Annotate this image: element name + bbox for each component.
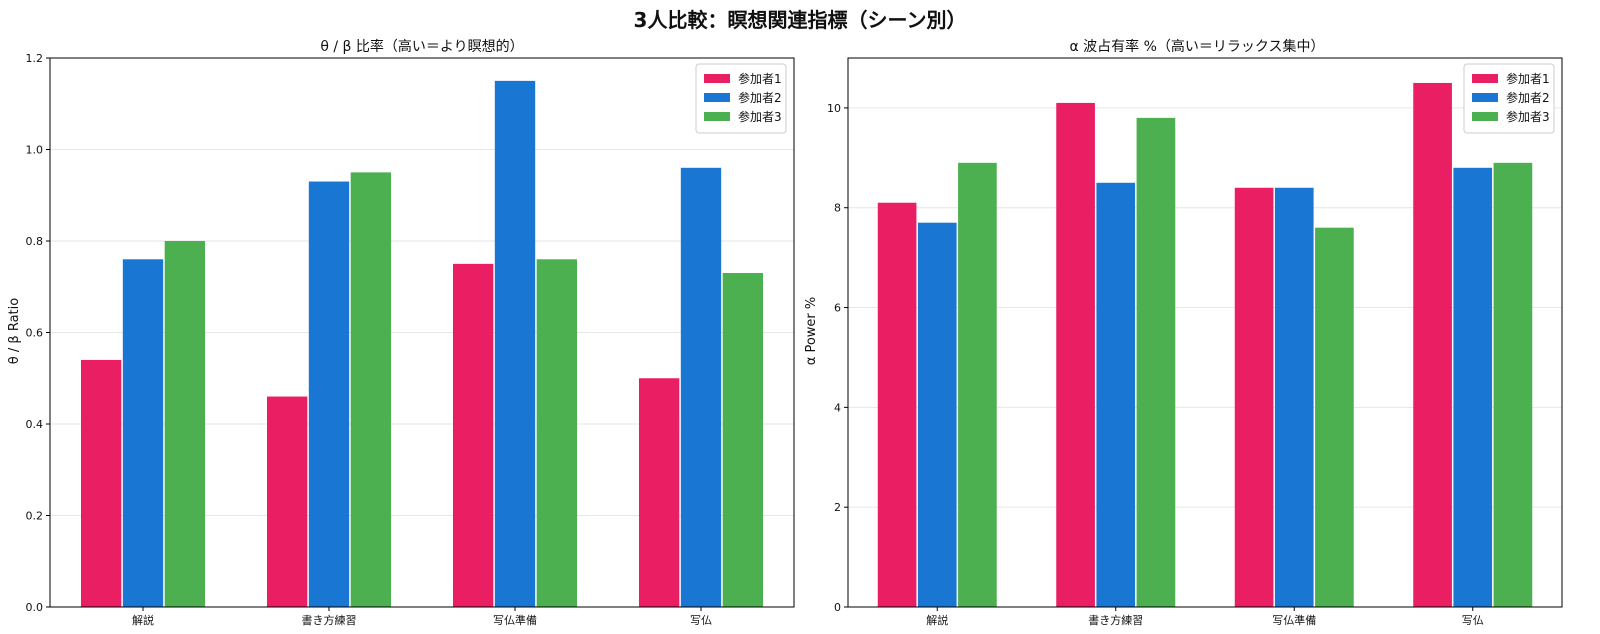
bar: 参加者3 解説: 0.8 <box>164 241 206 607</box>
bar: 参加者3 書き方練習: 0.95 <box>350 172 392 607</box>
y-tick-label: 1.0 <box>26 144 44 157</box>
bar: 参加者2 写仏: 0.96 <box>680 167 722 608</box>
y-tick-label: 0.0 <box>26 601 44 614</box>
bar: 参加者3 写仏準備: 0.76 <box>536 259 578 607</box>
bar: 参加者2 書き方練習: 0.93 <box>308 181 350 607</box>
plot-frame <box>49 57 795 608</box>
bar: 参加者2 写仏準備: 1.15 <box>494 80 536 607</box>
x-tick-label: 書き方練習 <box>302 613 357 627</box>
y-tick-label: 0.4 <box>26 418 44 431</box>
legend-swatch <box>704 112 730 121</box>
legend-label: 参加者3 <box>738 109 782 124</box>
bar: 参加者1 解説: 0.54 <box>80 359 122 607</box>
legend-label: 参加者1 <box>738 71 782 86</box>
y-tick-label: 0.8 <box>26 235 44 248</box>
y-tick-label: 1.2 <box>26 52 44 65</box>
x-tick-label: 写仏準備 <box>493 613 537 627</box>
bar: 参加者1 写仏準備: 0.75 <box>452 263 494 607</box>
legend-swatch <box>704 74 730 83</box>
y-axis-label: θ / β Ratio <box>7 298 22 364</box>
y-tick-label: 0.2 <box>26 510 44 523</box>
y-tick-label: 0.6 <box>26 327 44 340</box>
figure-title: 3人比較：瞑想関連指標（シーン別） <box>633 8 967 32</box>
bar: 参加者2 解説: 0.76 <box>122 259 164 607</box>
x-tick-label: 解説 <box>132 613 154 627</box>
x-tick-label: 写仏 <box>690 614 712 627</box>
bar: 参加者1 写仏: 0.5 <box>638 378 680 607</box>
bar: 参加者3 写仏: 0.73 <box>722 273 764 607</box>
bar: 参加者1 書き方練習: 0.46 <box>266 396 308 607</box>
legend-label: 参加者2 <box>738 90 782 105</box>
legend-swatch <box>704 93 730 102</box>
chart-title: θ / β 比率（高い＝より瞑想的） <box>320 38 523 55</box>
